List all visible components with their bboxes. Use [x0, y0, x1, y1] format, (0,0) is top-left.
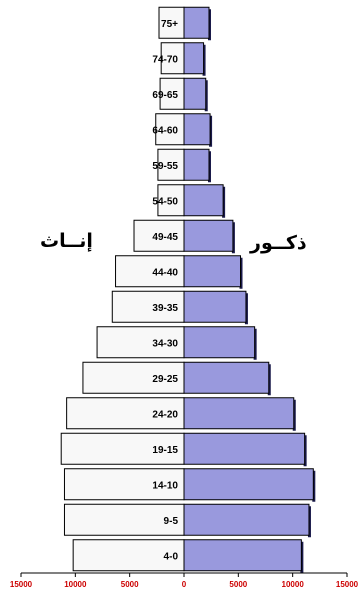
male-bar-39-35: [183, 290, 247, 323]
age-group-label: 54-50: [152, 196, 178, 207]
male-bar-4-0: [183, 539, 302, 572]
bars-layer: 4-0 9-5 14-10 19-15 24-20 29-25 34-30 39-35 44-4…: [60, 6, 316, 573]
male-bar-19-15: [183, 432, 306, 465]
male-bar-49-45: [183, 219, 234, 252]
female-bar-64-60: [155, 113, 185, 146]
male-bar-75+: [183, 6, 210, 39]
male-bar-shadow-39-35: [244, 293, 248, 325]
x-tick-label: 10000: [64, 580, 87, 589]
male-bar-69-65: [183, 77, 207, 110]
male-bar-44-40: [183, 255, 242, 288]
x-tick-label: 10000: [282, 580, 305, 589]
male-bar-shadow-9-5: [307, 506, 311, 538]
male-bar-shadow-29-25: [267, 364, 271, 396]
male-bar-29-25: [183, 361, 270, 394]
x-tick-label: 15000: [336, 580, 359, 589]
male-bar-shadow-69-65: [204, 80, 208, 112]
age-group-label: 24-20: [152, 409, 178, 420]
age-group-label: 9-5: [164, 516, 179, 527]
female-bar-54-50: [157, 184, 185, 217]
male-bar-shadow-44-40: [239, 257, 243, 289]
age-group-label: 59-55: [152, 161, 178, 172]
age-group-label: 49-45: [152, 232, 178, 243]
male-bar-74-70: [183, 42, 205, 75]
female-bar-9-5: [63, 503, 185, 536]
age-group-label: 44-40: [152, 267, 178, 278]
female-series-label: إنــاث: [40, 230, 93, 252]
male-series-label: ذكــور: [250, 232, 307, 254]
x-axis: [20, 572, 348, 577]
x-tick-label: 5000: [121, 580, 139, 589]
male-bar-34-30: [183, 326, 256, 359]
age-group-label: 29-25: [152, 374, 178, 385]
male-bar-14-10: [183, 468, 314, 501]
male-bar-9-5: [183, 503, 310, 536]
age-group-label: 39-35: [152, 303, 178, 314]
female-bar-34-30: [96, 326, 185, 359]
x-tick-label: 0: [182, 580, 187, 589]
female-bar-29-25: [82, 361, 185, 394]
age-group-label: 14-10: [152, 480, 178, 491]
age-group-label: 19-15: [152, 445, 178, 456]
age-group-label: 34-30: [152, 338, 178, 349]
age-group-label: 4-0: [164, 551, 179, 562]
male-bar-59-55: [183, 148, 210, 181]
male-bar-shadow-64-60: [209, 115, 213, 147]
age-group-label: 69-65: [152, 90, 178, 101]
x-tick-labels: 15000 10000 5000 0 5000 10000 15000: [10, 580, 359, 589]
female-bar-14-10: [63, 468, 185, 501]
female-bar-75+: [158, 6, 185, 39]
x-tick-label: 15000: [10, 580, 33, 589]
age-group-label: 74-70: [152, 54, 178, 65]
age-group-label: 64-60: [152, 125, 178, 136]
age-group-label: 75+: [161, 19, 178, 30]
female-bar-59-55: [157, 148, 185, 181]
female-bar-49-45: [133, 219, 185, 252]
female-bar-24-20: [66, 397, 185, 430]
male-bar-64-60: [183, 113, 211, 146]
female-bar-4-0: [72, 539, 185, 572]
male-bar-24-20: [183, 397, 295, 430]
male-bar-54-50: [183, 184, 224, 217]
x-tick-label: 5000: [229, 580, 247, 589]
female-bar-39-35: [111, 290, 185, 323]
